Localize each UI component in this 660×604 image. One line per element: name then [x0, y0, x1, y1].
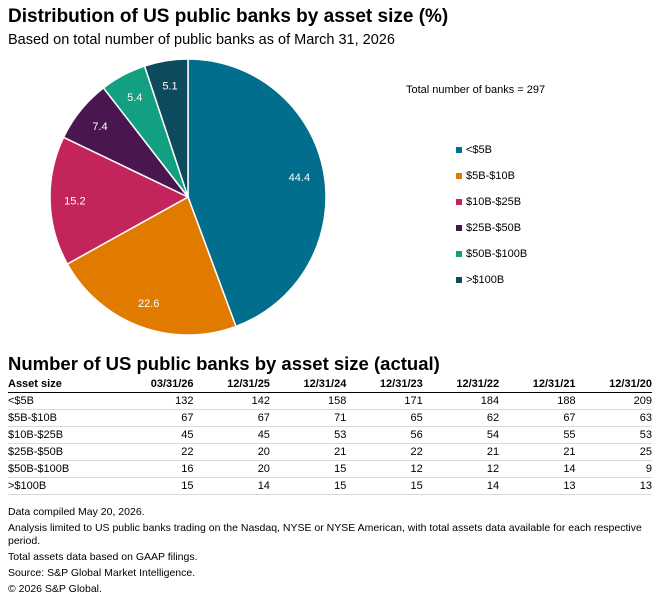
column-header: 12/31/22	[422, 376, 500, 393]
footnote: Source: S&P Global Market Intelligence.	[8, 567, 196, 579]
column-header: Asset size	[8, 376, 118, 393]
pie-slice	[187, 58, 327, 328]
table-row: $50B-$100B 16 20 15 12 12 14 9	[8, 460, 652, 478]
table-cell: 13	[499, 477, 576, 495]
table-cell: 53	[269, 426, 347, 444]
chart-title: Distribution of US public banks by asset…	[8, 6, 449, 27]
legend-swatch	[456, 173, 462, 179]
table-cell: 21	[499, 443, 576, 461]
table-cell: 132	[117, 392, 194, 410]
footnote: © 2026 S&P Global.	[8, 583, 102, 595]
legend-swatch	[456, 199, 462, 205]
table-cell: 15	[117, 477, 194, 495]
table-row: <$5B 132 142 158 171 184 188 209	[8, 392, 652, 410]
table-cell: $25B-$50B	[8, 443, 118, 461]
table-cell: 25	[575, 443, 652, 461]
table-row: >$100B 15 14 15 15 14 13 13	[8, 477, 652, 495]
legend-swatch	[456, 251, 462, 257]
table-cell: 15	[269, 477, 347, 495]
table-cell: 15	[269, 460, 347, 478]
table-cell: 63	[575, 409, 652, 427]
table-row: $25B-$50B 22 20 21 22 21 21 25	[8, 443, 652, 461]
table-cell: 20	[193, 460, 270, 478]
slice-value-label: 44.4	[289, 172, 310, 184]
column-header: 03/31/26	[117, 376, 194, 393]
table-cell: <$5B	[8, 392, 118, 410]
table-cell: 12	[346, 460, 423, 478]
table-cell: 67	[193, 409, 270, 427]
table-cell: 65	[346, 409, 423, 427]
table-cell: 62	[422, 409, 500, 427]
table-cell: $10B-$25B	[8, 426, 118, 444]
table-cell: 209	[575, 392, 652, 410]
table-header-row: Asset size 03/31/26 12/31/25 12/31/24 12/31/…	[8, 376, 652, 393]
table-cell: 54	[422, 426, 500, 444]
total-banks-annotation: Total number of banks = 297	[406, 84, 546, 96]
table-cell: 67	[117, 409, 194, 427]
column-header: 12/31/23	[346, 376, 423, 393]
table-cell: 22	[346, 443, 423, 461]
footnote: Analysis limited to US public banks trad…	[8, 522, 642, 547]
table-cell: 142	[193, 392, 270, 410]
pie-slice	[49, 136, 190, 266]
table-cell: 188	[499, 392, 576, 410]
column-header: 12/31/24	[269, 376, 347, 393]
table-row: $5B-$10B 67 67 71 65 62 67 63	[8, 409, 652, 427]
legend-label: $25B-$50B	[466, 222, 522, 234]
bank-count-table: Asset size 03/31/26 12/31/25 12/31/24 12/31/…	[8, 376, 652, 495]
legend-label: <$5B	[466, 144, 492, 156]
column-header: 12/31/21	[499, 376, 576, 393]
table-cell: >$100B	[8, 477, 118, 495]
footnotes: Data compiled May 20, 2026. Analysis limi…	[8, 506, 648, 599]
table-cell: 45	[117, 426, 194, 444]
table-cell: 22	[117, 443, 194, 461]
table-cell: 21	[422, 443, 500, 461]
pie-slice	[143, 58, 189, 198]
table-cell: 16	[117, 460, 194, 478]
footnote: Data compiled May 20, 2026.	[8, 506, 145, 518]
table-cell: 67	[499, 409, 576, 427]
table-cell: 53	[575, 426, 652, 444]
slice-value-label: 5.4	[127, 92, 142, 104]
table-cell: 14	[193, 477, 270, 495]
table-cell: 20	[193, 443, 270, 461]
pie-chart: 44.4 22.6 15.2 7.4 5.4 5.1	[49, 58, 327, 336]
table-cell: 14	[499, 460, 576, 478]
slice-value-label: 22.6	[138, 298, 159, 310]
table-cell: 21	[269, 443, 347, 461]
legend-swatch	[456, 225, 462, 231]
table-cell: 171	[346, 392, 423, 410]
legend-swatch	[456, 147, 462, 153]
chart-subtitle: Based on total number of public banks as…	[8, 32, 395, 48]
legend-label: $10B-$25B	[466, 196, 522, 208]
footnote: Total assets data based on GAAP filings.	[8, 551, 198, 563]
legend-label: >$100B	[466, 274, 505, 286]
column-header: 12/31/20	[575, 376, 652, 393]
table-row: $10B-$25B 45 45 53 56 54 55 53	[8, 426, 652, 444]
table-cell: 184	[422, 392, 500, 410]
legend-label: $50B-$100B	[466, 248, 528, 260]
slice-value-label: 15.2	[64, 195, 85, 207]
slice-value-label: 7.4	[92, 121, 107, 133]
table-cell: 158	[269, 392, 347, 410]
table-cell: $50B-$100B	[8, 460, 118, 478]
table-cell: 15	[346, 477, 423, 495]
table-cell: 55	[499, 426, 576, 444]
legend-label: $5B-$10B	[466, 170, 515, 182]
table-cell: $5B-$10B	[8, 409, 118, 427]
table-cell: 13	[575, 477, 652, 495]
table-cell: 71	[269, 409, 347, 427]
legend-swatch	[456, 277, 462, 283]
pie-slice	[66, 195, 237, 336]
column-header: 12/31/25	[193, 376, 270, 393]
table-cell: 9	[575, 460, 652, 478]
table-cell: 45	[193, 426, 270, 444]
table-cell: 14	[422, 477, 500, 495]
table-title: Number of US public banks by asset size …	[8, 353, 440, 374]
slice-value-label: 5.1	[162, 80, 177, 92]
table-cell: 12	[422, 460, 500, 478]
table-cell: 56	[346, 426, 423, 444]
